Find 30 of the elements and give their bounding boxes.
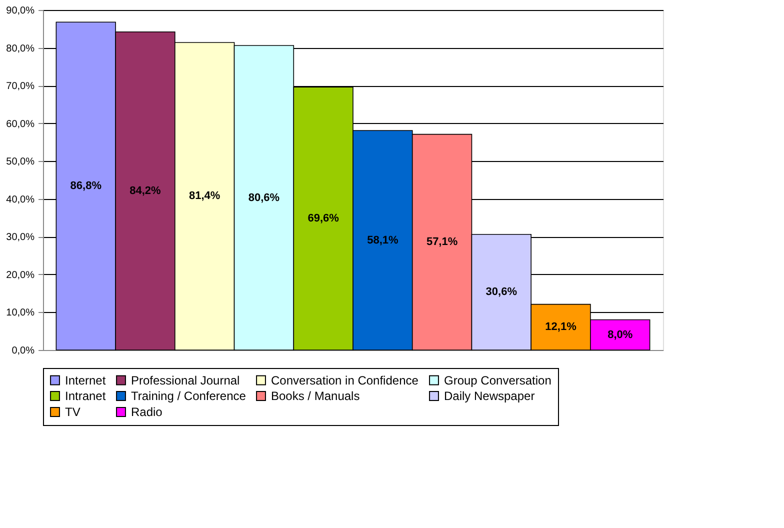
y-tick-label: 10,0%	[6, 308, 35, 319]
data-label: 84,2%	[130, 184, 162, 197]
y-tick-label: 60,0%	[6, 118, 35, 130]
legend-label: Group Conversation	[444, 373, 552, 388]
y-tick-label: 0,0%	[12, 346, 35, 356]
legend-label: Intranet	[65, 389, 106, 403]
data-label: 30,6%	[486, 286, 518, 298]
legend-label: Training / Conference	[131, 389, 246, 403]
data-label: 8,0%	[608, 328, 633, 341]
y-tick-label: 80,0%	[6, 43, 35, 54]
data-label: 86,8%	[70, 180, 102, 192]
legend-label: Daily Newspaper	[444, 389, 535, 403]
data-label: 81,4%	[188, 190, 220, 202]
legend-label: Radio	[131, 405, 163, 419]
y-tick-label: 30,0%	[6, 232, 35, 244]
legend-label: Internet	[65, 373, 106, 388]
y-tick-label: 50,0%	[6, 156, 35, 168]
legend-label: TV	[65, 405, 80, 419]
legend-label: Books / Manuals	[271, 389, 360, 403]
data-label: 57,1%	[426, 236, 458, 248]
y-tick-label: 40,0%	[6, 194, 35, 206]
data-label: 69,6%	[308, 212, 340, 225]
y-tick-label: 70,0%	[6, 81, 35, 92]
legend-label: Conversation in Confidence	[271, 373, 419, 388]
data-label: 58,1%	[367, 234, 398, 246]
y-tick-label: 20,0%	[6, 270, 35, 281]
y-tick-label: 90,0%	[6, 6, 35, 16]
legend-label: Professional Journal	[131, 373, 240, 388]
data-label: 12,1%	[545, 321, 577, 334]
data-label: 80,6%	[248, 192, 280, 204]
